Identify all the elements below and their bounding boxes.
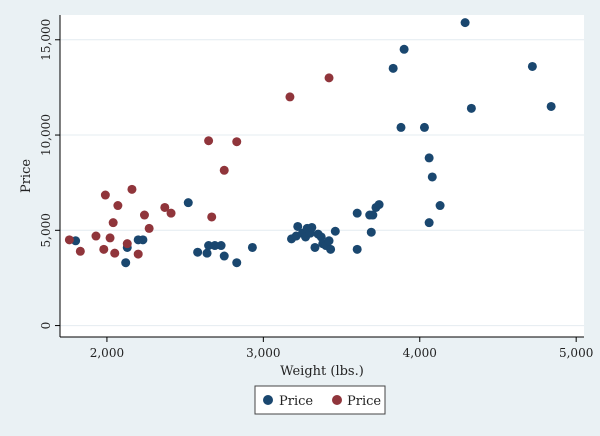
data-point-series-1	[219, 251, 229, 261]
data-point-series-2	[122, 239, 132, 249]
legend-marker-series-2	[332, 395, 342, 405]
data-point-series-1	[427, 172, 437, 182]
data-point-series-2	[133, 249, 143, 259]
x-tick-label: 5,000	[559, 346, 593, 360]
data-point-series-1	[202, 248, 212, 258]
data-point-series-1	[138, 235, 148, 245]
data-point-series-1	[424, 218, 434, 228]
data-point-series-2	[166, 208, 176, 218]
data-point-series-2	[160, 202, 170, 212]
legend-box	[254, 385, 386, 415]
data-point-series-2	[64, 235, 74, 245]
data-point-series-1	[352, 208, 362, 218]
data-point-series-1	[183, 198, 193, 208]
data-point-series-1	[210, 241, 220, 251]
data-point-series-1	[374, 200, 384, 210]
y-tick-label: 15,000	[39, 19, 53, 61]
data-point-series-1	[330, 226, 340, 236]
data-point-series-1	[204, 241, 214, 251]
legend-label-series-1: Price	[279, 394, 313, 409]
data-point-series-1	[460, 18, 470, 28]
data-point-series-1	[216, 241, 226, 251]
data-point-series-2	[113, 201, 123, 211]
data-point-series-2	[232, 137, 242, 147]
data-point-series-2	[219, 165, 229, 175]
data-point-series-1	[326, 244, 336, 254]
data-point-series-1	[466, 103, 476, 113]
data-point-series-1	[310, 242, 320, 252]
legend: Price Price	[254, 385, 386, 415]
data-point-series-2	[108, 218, 118, 228]
x-tick-label: 4,000	[403, 346, 437, 360]
data-point-series-1	[399, 44, 409, 54]
data-point-series-1	[352, 244, 362, 254]
data-point-series-1	[307, 222, 317, 232]
plot-area	[60, 15, 584, 337]
x-axis-title: Weight (lbs.)	[280, 364, 364, 379]
data-point-series-2	[139, 210, 149, 220]
data-point-series-1	[527, 61, 537, 71]
data-point-series-1	[293, 221, 303, 231]
data-point-series-2	[285, 92, 295, 102]
data-point-series-2	[100, 190, 110, 200]
y-tick-label: 5,000	[39, 213, 53, 247]
data-point-series-2	[324, 73, 334, 83]
data-point-series-1	[435, 201, 445, 211]
data-point-series-1	[366, 227, 376, 237]
data-point-series-1	[396, 122, 406, 132]
data-point-series-2	[110, 248, 120, 258]
data-point-series-2	[127, 184, 137, 194]
data-point-series-2	[207, 212, 217, 222]
data-point-series-1	[193, 247, 203, 257]
legend-label-series-2: Price	[347, 394, 381, 409]
data-point-series-2	[91, 231, 101, 241]
data-point-series-1	[247, 242, 257, 252]
axis-ticks: 0 5,000 10,000 15,000 2,000 3,000 4,000 5,000	[39, 19, 593, 360]
data-point-series-1	[546, 101, 556, 111]
x-tick-label: 2,000	[90, 346, 124, 360]
data-point-series-1	[424, 153, 434, 163]
data-point-series-1	[368, 210, 378, 220]
y-tick-label: 0	[39, 322, 53, 330]
data-point-series-1	[232, 258, 242, 268]
data-point-series-2	[75, 246, 85, 256]
x-tick-label: 3,000	[246, 346, 280, 360]
data-point-series-1	[419, 122, 429, 132]
data-point-series-1	[324, 236, 334, 246]
data-point-series-1	[388, 63, 398, 73]
y-tick-label: 10,000	[39, 114, 53, 156]
data-point-series-1	[121, 258, 131, 268]
data-point-series-2	[144, 223, 154, 233]
data-point-series-2	[105, 233, 115, 243]
data-points	[64, 18, 556, 268]
data-point-series-2	[204, 136, 214, 146]
data-point-series-2	[99, 244, 109, 254]
legend-marker-series-1	[263, 395, 273, 405]
y-axis-title: Price	[19, 159, 34, 193]
